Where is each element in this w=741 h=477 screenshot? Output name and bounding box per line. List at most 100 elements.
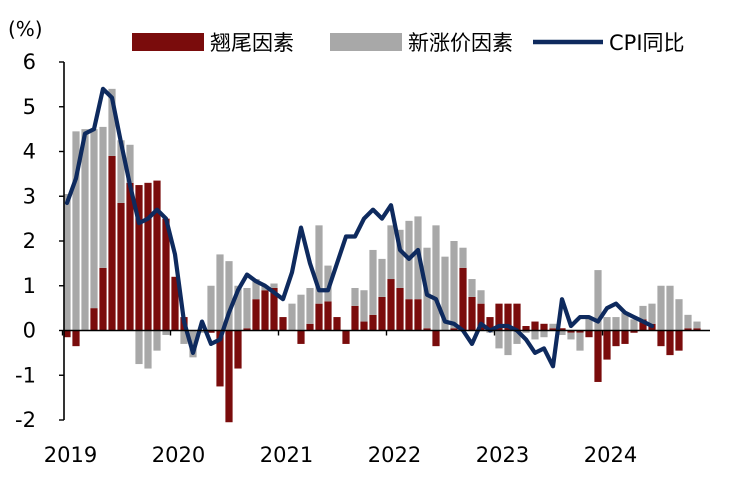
- bar-carryover-70: [693, 328, 701, 331]
- bar-carryover-20: [243, 328, 251, 331]
- legend-label: CPI同比: [609, 31, 685, 55]
- bar-new-price-62: [621, 312, 629, 331]
- bar-carryover-44: [459, 267, 467, 331]
- bar-carryover-17: [216, 330, 224, 387]
- bar-new-price-16: [207, 285, 215, 331]
- bar-new-price-66: [657, 285, 665, 331]
- bar-new-price-58: [585, 317, 593, 331]
- bar-carryover-56: [567, 330, 575, 333]
- bar-carryover-43: [450, 328, 458, 331]
- bar-new-price-46: [477, 290, 485, 304]
- x-tick-label: 2022: [368, 443, 421, 467]
- bar-carryover-3: [90, 308, 98, 331]
- bar-new-price-41: [432, 225, 440, 331]
- bar-carryover-26: [297, 330, 305, 344]
- legend-item-1: 新涨价因素: [330, 31, 513, 55]
- bar-carryover-40: [423, 328, 431, 331]
- bar-carryover-30: [333, 317, 341, 331]
- bar-carryover-67: [666, 330, 674, 356]
- bar-carryover-19: [234, 330, 242, 369]
- bar-carryover-11: [162, 218, 170, 331]
- bar-new-price-44: [459, 247, 467, 268]
- bar-new-price-37: [396, 229, 404, 288]
- bar-new-price-48: [495, 330, 503, 349]
- bar-new-price-6: [117, 140, 125, 203]
- bar-new-price-42: [441, 256, 449, 331]
- bar-carryover-7: [126, 182, 134, 331]
- bar-carryover-28: [315, 303, 323, 331]
- bar-carryover-34: [369, 314, 377, 331]
- bar-carryover-60: [603, 330, 611, 360]
- bar-new-price-69: [684, 314, 692, 329]
- bar-carryover-49: [504, 303, 512, 331]
- bar-new-price-59: [594, 270, 602, 331]
- x-tick-label: 2023: [476, 443, 529, 467]
- bar-carryover-0: [63, 330, 71, 338]
- bar-carryover-36: [387, 279, 395, 331]
- y-tick-label: 2: [23, 229, 36, 253]
- bar-new-price-45: [468, 279, 476, 297]
- y-tick-label: 1: [23, 274, 36, 298]
- bar-new-price-1: [72, 131, 80, 331]
- bar-new-price-18: [225, 261, 233, 331]
- bar-new-price-0: [63, 194, 71, 331]
- cpi-line: [64, 86, 655, 369]
- bar-carryover-8: [135, 185, 143, 331]
- bar-carryover-66: [657, 330, 665, 347]
- bar-new-price-43: [450, 241, 458, 329]
- bar-carryover-62: [621, 330, 629, 344]
- bar-new-price-15: [198, 330, 206, 333]
- bar-new-price-61: [612, 317, 620, 331]
- bar-new-price-51: [522, 330, 530, 333]
- bar-carryover-52: [531, 321, 539, 331]
- bar-carryover-12: [171, 276, 179, 331]
- bar-new-price-54: [549, 323, 557, 329]
- bar-carryover-54: [549, 328, 557, 331]
- bar-new-price-70: [693, 321, 701, 329]
- bar-carryover-1: [72, 330, 80, 347]
- bar-new-price-3: [90, 129, 98, 309]
- y-tick-label: 5: [23, 95, 36, 119]
- axes-layer: -2 -1 0 1 2 3 4 5 6 (%) 2019 2020 2021 2022 2023 2024: [8, 17, 710, 467]
- y-unit-label: (%): [8, 17, 43, 41]
- bar-new-price-56: [567, 332, 575, 340]
- bar-new-price-52: [531, 330, 539, 340]
- bar-carryover-51: [522, 326, 530, 331]
- bar-carryover-58: [585, 330, 593, 338]
- bar-new-price-68: [675, 299, 683, 331]
- bar-new-price-10: [153, 330, 161, 351]
- bar-carryover-16: [207, 330, 215, 333]
- bar-carryover-10: [153, 180, 161, 331]
- bar-new-price-4: [99, 126, 107, 268]
- bar-new-price-49: [504, 330, 512, 356]
- line-layer: [64, 86, 655, 369]
- legend-swatch: [132, 33, 204, 51]
- bar-carryover-61: [612, 330, 620, 347]
- bar-carryover-50: [513, 303, 521, 331]
- bar-new-price-53: [540, 330, 548, 338]
- bar-carryover-64: [639, 319, 647, 331]
- bar-new-price-36: [387, 225, 395, 280]
- bar-new-price-60: [603, 317, 611, 331]
- bar-new-price-29: [324, 265, 332, 302]
- bar-new-price-13: [180, 330, 188, 344]
- bar-new-price-27: [306, 287, 314, 324]
- bar-new-price-17: [216, 254, 224, 331]
- bar-carryover-5: [108, 155, 116, 331]
- bar-carryover-24: [279, 317, 287, 331]
- bar-new-price-8: [135, 330, 143, 365]
- bar-new-price-33: [360, 290, 368, 322]
- bar-new-price-64: [639, 305, 647, 320]
- x-tick-label: 2019: [44, 443, 97, 467]
- y-tick-label: 0: [23, 319, 36, 343]
- bar-carryover-48: [495, 303, 503, 331]
- bar-carryover-27: [306, 323, 314, 331]
- bar-carryover-21: [252, 299, 260, 331]
- legend: 翘尾因素 新涨价因素 CPI同比: [132, 31, 685, 55]
- legend-swatch: [330, 33, 402, 51]
- bar-carryover-35: [378, 296, 386, 331]
- bar-carryover-53: [540, 323, 548, 331]
- bar-new-price-11: [162, 330, 170, 335]
- bar-carryover-4: [99, 267, 107, 331]
